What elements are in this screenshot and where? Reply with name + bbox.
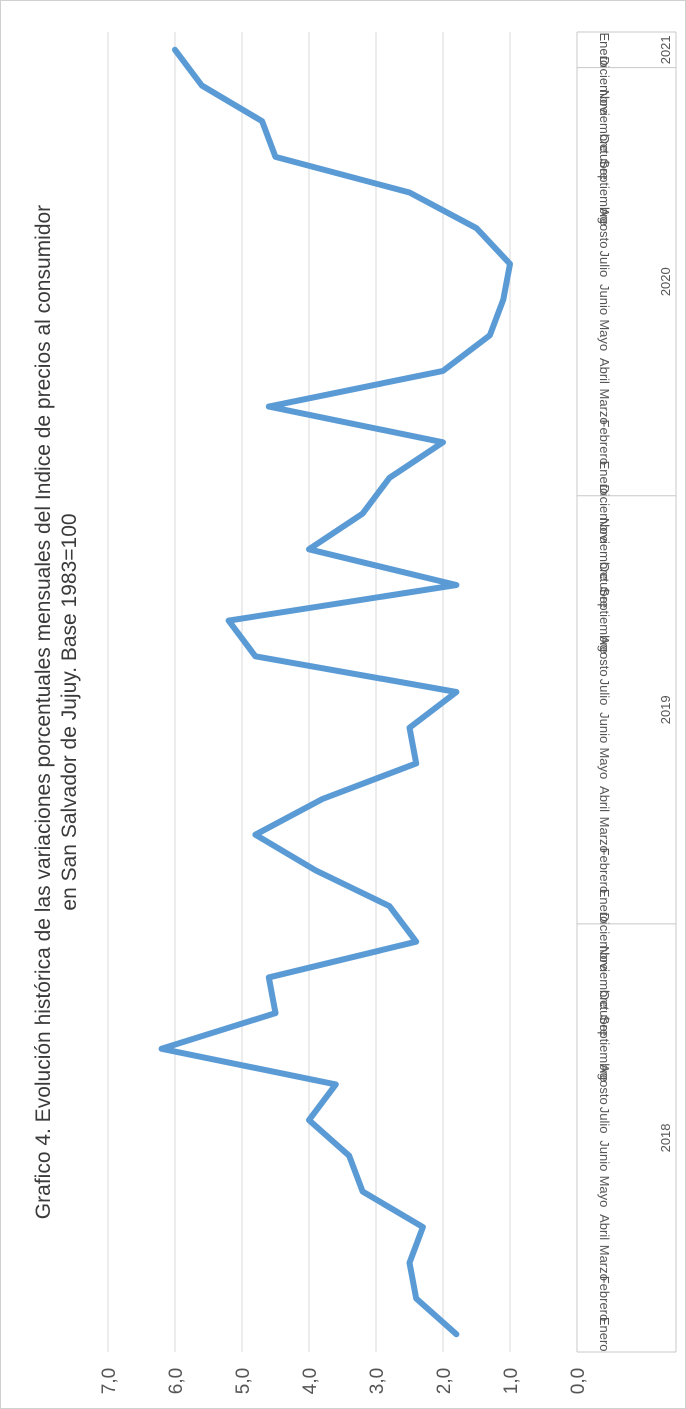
month-tick-label: Septiembre	[597, 159, 612, 225]
value-axis: 0,0 1,0 2,0 3,0 4,0 5,0 6,0 7,0	[99, 1368, 589, 1394]
value-tick-label: 5,0	[233, 1368, 254, 1394]
value-tick-label: 1,0	[501, 1368, 522, 1394]
value-tick-label: 0,0	[568, 1368, 589, 1394]
month-tick-label: Octubre	[597, 134, 612, 180]
month-tick-label: Octubre	[597, 990, 612, 1036]
month-tick-label: Agosto	[597, 1064, 612, 1104]
month-tick-label: Julio	[597, 679, 612, 706]
value-tick-label: 3,0	[367, 1368, 388, 1394]
month-tick-label: Septiembre	[597, 1016, 612, 1082]
month-tick-label: Marzo	[597, 817, 612, 853]
month-tick-label: Abril	[597, 786, 612, 812]
month-tick-label: Diciembre	[597, 912, 612, 971]
month-tick-label: Enero	[597, 1317, 612, 1352]
month-tick-label: Abril	[597, 358, 612, 384]
month-tick-label: Julio	[597, 1107, 612, 1134]
value-tick-label: 4,0	[300, 1368, 321, 1394]
series-lines	[158, 46, 513, 1338]
month-tick-label: Enero	[597, 32, 612, 67]
year-group-label: 2020	[658, 267, 673, 296]
month-tick-label: Febrero	[597, 848, 612, 894]
value-tick-label: 6,0	[166, 1368, 187, 1394]
month-tick-label: Octubre	[597, 562, 612, 608]
month-tick-label: Marzo	[597, 1245, 612, 1281]
chart-title-group: Grafico 4. Evolución histórica de las va…	[32, 205, 81, 1219]
month-tick-label: Noviembre	[597, 518, 612, 581]
year-group-label: 2021	[658, 35, 673, 64]
month-tick-label: Marzo	[597, 389, 612, 425]
month-tick-label: Febrero	[597, 420, 612, 466]
month-tick-label: Abril	[597, 1214, 612, 1240]
month-tick-label: Mayo	[597, 747, 612, 779]
month-tick-label: Diciembre	[597, 484, 612, 543]
month-tick-label: Mayo	[597, 319, 612, 351]
month-tick-label: Junio	[597, 1140, 612, 1171]
month-tick-label: Noviembre	[597, 946, 612, 1009]
month-tick-label: Junio	[597, 712, 612, 743]
category-axis: EneroFebreroMarzoAbrilMayoJunioJulioAgos…	[576, 31, 677, 1353]
chart-subtitle: en San Salvador de Jujuy. Base 1983=100	[58, 513, 81, 910]
month-tick-label: Febrero	[597, 1276, 612, 1322]
month-tick-label: Noviembre	[597, 90, 612, 153]
month-tick-label: Enero	[597, 461, 612, 496]
month-tick-label: Septiembre	[597, 587, 612, 653]
value-tick-label: 2,0	[434, 1368, 455, 1394]
month-tick-label: Diciembre	[597, 56, 612, 115]
month-tick-label: Agosto	[597, 636, 612, 676]
year-group-label: 2019	[658, 695, 673, 724]
month-tick-label: Enero	[597, 889, 612, 924]
value-tick-label: 7,0	[99, 1368, 120, 1394]
month-tick-label: Julio	[597, 251, 612, 278]
series-line	[158, 46, 513, 1338]
year-group-label: 2018	[658, 1123, 673, 1152]
chart-title: Grafico 4. Evolución histórica de las va…	[32, 205, 55, 1219]
gridlines	[107, 32, 511, 1352]
month-tick-label: Junio	[597, 284, 612, 315]
month-tick-label: Mayo	[597, 1176, 612, 1208]
month-tick-label: Agosto	[597, 208, 612, 248]
